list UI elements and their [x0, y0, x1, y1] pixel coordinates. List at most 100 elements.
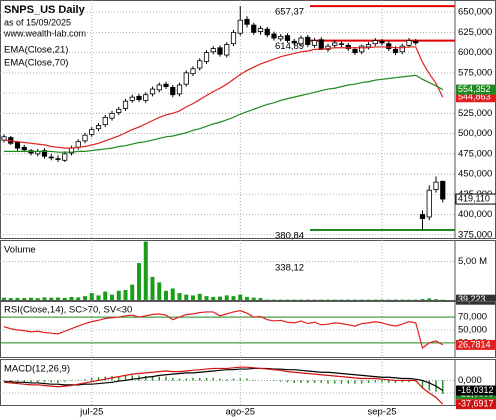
volume-bar — [56, 297, 60, 300]
candle-body — [183, 72, 189, 85]
pane-title: Volume — [4, 245, 36, 256]
candle-body — [291, 40, 297, 44]
candle-body — [62, 153, 68, 161]
candle-body — [163, 83, 169, 88]
volume-bar — [224, 295, 229, 300]
legend-entry: EMA(Close,21) — [4, 45, 68, 56]
volume-bar — [76, 297, 81, 300]
chart-title: SNPS_US Daily — [4, 4, 86, 16]
candle-body — [440, 180, 446, 200]
last-value-box — [455, 193, 496, 205]
candle-body — [143, 94, 149, 101]
candle-body — [82, 134, 88, 142]
candle-body — [338, 43, 345, 45]
volume-bar — [245, 296, 249, 300]
last-value-box — [456, 339, 496, 350]
y-tick-label: 375,000 — [458, 229, 492, 240]
volume-bar — [157, 282, 162, 300]
pane-frame — [0, 359, 496, 406]
volume-bar — [164, 290, 168, 300]
volume-bar — [434, 299, 438, 300]
volume-bar — [211, 296, 216, 300]
candle-body — [278, 36, 284, 40]
candle-body — [352, 48, 358, 54]
volume-bar — [22, 298, 27, 300]
candle-body — [203, 52, 210, 62]
last-value-box — [456, 92, 496, 103]
candle-body — [75, 141, 81, 148]
candle-body — [406, 40, 412, 46]
candle-body — [156, 84, 162, 91]
candle-body — [433, 181, 439, 190]
last-value-box — [456, 294, 496, 305]
level-label: 614,89 — [275, 41, 304, 52]
last-value-label: 39,223 — [458, 294, 486, 304]
volume-bar — [143, 241, 148, 300]
candle-body — [386, 43, 392, 49]
volume-bar — [170, 288, 175, 300]
volume-bar — [62, 297, 67, 300]
candle-body — [379, 40, 385, 44]
volume-bar — [35, 298, 40, 300]
candle-body — [311, 40, 318, 46]
volume-bar — [110, 294, 114, 300]
candle-body — [271, 33, 277, 39]
series-line — [3, 366, 444, 405]
candle-body — [399, 45, 405, 53]
last-value-label: 554,352 — [458, 84, 491, 94]
volume-bar — [184, 294, 189, 300]
volume-bar — [49, 297, 54, 300]
last-value-label: 419,110 — [458, 193, 490, 203]
volume-bar — [123, 290, 128, 300]
pane-title: RSI(Close,14), SC>70, SV<30 — [4, 305, 132, 316]
candle-body — [230, 31, 237, 45]
candle-body — [89, 129, 95, 135]
candle-body — [116, 108, 122, 113]
volume-bar — [96, 295, 101, 300]
volume-bar — [420, 299, 425, 300]
candle-body — [197, 60, 203, 69]
candle-body — [345, 44, 351, 49]
candle-body — [392, 48, 399, 54]
volume-bar — [89, 293, 94, 300]
pane-frame — [0, 240, 496, 301]
y-tick-label: 400,000 — [458, 209, 492, 220]
volume-bar — [150, 276, 155, 300]
volume-bar — [130, 284, 135, 300]
y-tick-label: 450,000 — [458, 169, 492, 180]
candle-body — [109, 112, 115, 119]
volume-bar — [427, 298, 432, 300]
candle-body — [372, 40, 378, 45]
chart-subtitle: as of 15/09/2025 — [4, 17, 71, 27]
volume-bar — [191, 295, 195, 300]
candle-body — [419, 214, 426, 219]
candle-body — [237, 19, 243, 34]
y-tick-label: 50,000 — [458, 324, 487, 335]
candle-body — [48, 156, 54, 159]
candle-body — [332, 42, 338, 46]
volume-bar — [204, 296, 209, 300]
y-tick-label: 0,000 — [458, 375, 482, 386]
volume-bar — [29, 297, 33, 300]
candle-body — [190, 68, 196, 75]
x-tick-label: ago-25 — [225, 407, 255, 418]
series-line — [3, 46, 444, 149]
candle-body — [55, 158, 61, 160]
series-line — [3, 310, 444, 350]
candle-body — [1, 136, 7, 141]
candle-body — [95, 125, 102, 130]
y-tick-label: 5,00 M — [458, 256, 487, 267]
y-tick-label: 475,000 — [458, 148, 492, 159]
x-tick-label: sep-25 — [367, 407, 396, 418]
x-tick-label: jul-25 — [79, 407, 103, 418]
last-value-box — [456, 84, 496, 95]
candle-body — [21, 146, 27, 151]
series-line — [4, 74, 444, 153]
last-value-label: 26,7814 — [458, 339, 491, 349]
candle-body — [257, 27, 264, 32]
volume-bar — [116, 290, 121, 300]
candle-body — [149, 88, 156, 95]
candle-body — [426, 189, 432, 218]
candle-body — [224, 44, 230, 56]
